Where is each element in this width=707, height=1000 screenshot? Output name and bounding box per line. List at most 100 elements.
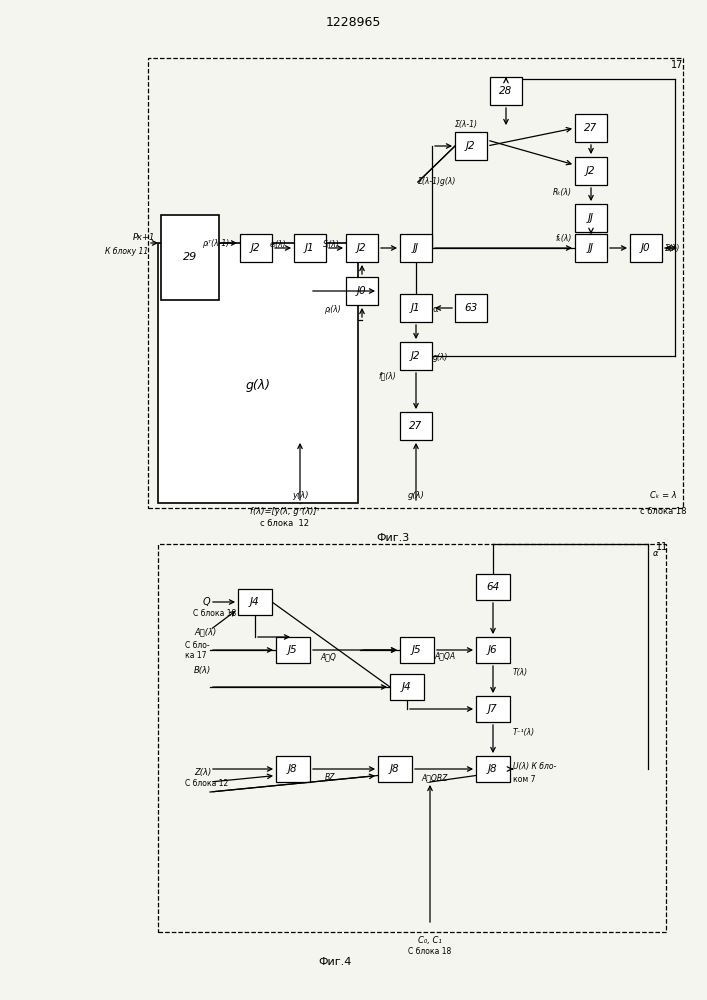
Text: J0: J0: [357, 286, 367, 296]
Text: ρᵢᵀ(λ-1): ρᵢᵀ(λ-1): [203, 239, 230, 248]
Text: J6: J6: [489, 645, 498, 655]
Text: 29: 29: [183, 252, 197, 262]
Bar: [276, 756, 310, 782]
Text: J2: J2: [586, 166, 596, 176]
Bar: [455, 132, 487, 160]
Bar: [630, 234, 662, 262]
Text: J5: J5: [288, 645, 298, 655]
Text: 11: 11: [656, 542, 668, 552]
Bar: [575, 157, 607, 185]
Text: J2: J2: [411, 351, 421, 361]
Text: J8: J8: [288, 764, 298, 774]
Text: ка 17: ка 17: [185, 652, 206, 660]
Bar: [378, 756, 412, 782]
Text: J8: J8: [390, 764, 400, 774]
Text: T⁻¹(λ): T⁻¹(λ): [513, 728, 535, 736]
Text: Rₖ(λ): Rₖ(λ): [553, 188, 572, 196]
Text: g(λ): g(λ): [407, 491, 424, 500]
Bar: [158, 544, 666, 932]
Text: J5: J5: [412, 645, 422, 655]
Bar: [148, 58, 683, 508]
Text: C₀, C₁: C₀, C₁: [418, 936, 442, 944]
Bar: [400, 294, 432, 322]
Text: 64: 64: [486, 582, 500, 592]
Bar: [294, 234, 326, 262]
Text: К блоку 11: К блоку 11: [105, 247, 148, 256]
Text: J1: J1: [411, 303, 421, 313]
Text: JJ: JJ: [588, 243, 594, 253]
Bar: [346, 277, 378, 305]
Text: Σ(λ-1): Σ(λ-1): [455, 120, 478, 129]
Bar: [455, 294, 487, 322]
Bar: [476, 637, 510, 663]
Text: A᷊QA: A᷊QA: [435, 652, 456, 660]
Text: J1: J1: [305, 243, 315, 253]
Bar: [158, 243, 358, 503]
Text: Рк+1: Рк+1: [133, 232, 155, 241]
Text: Q: Q: [202, 597, 210, 607]
Text: J0: J0: [641, 243, 651, 253]
Text: Σ(λ-1)g(λ): Σ(λ-1)g(λ): [418, 178, 457, 186]
Text: J2: J2: [357, 243, 367, 253]
Text: T(λ): T(λ): [513, 668, 528, 676]
Bar: [400, 412, 432, 440]
Text: J2: J2: [466, 141, 476, 151]
Text: eᵢ(λ): eᵢ(λ): [269, 239, 286, 248]
Text: U(λ) К бло-: U(λ) К бло-: [513, 762, 556, 772]
Text: Z(λ): Z(λ): [194, 768, 211, 776]
Bar: [161, 215, 219, 300]
Bar: [346, 234, 378, 262]
Bar: [575, 114, 607, 142]
Bar: [240, 234, 272, 262]
Text: 27: 27: [409, 421, 423, 431]
Bar: [400, 342, 432, 370]
Text: ρⱼ(λ): ρⱼ(λ): [325, 306, 342, 314]
Text: fₖ(λ): fₖ(λ): [556, 233, 572, 242]
Text: JJ: JJ: [413, 243, 419, 253]
Text: Фиг.3: Фиг.3: [376, 533, 409, 543]
Bar: [400, 234, 432, 262]
Text: α: α: [653, 550, 658, 558]
Text: BZ: BZ: [325, 774, 335, 782]
Text: Σ(λ): Σ(λ): [665, 243, 680, 252]
Text: J4: J4: [402, 682, 411, 692]
Text: A᷊Q: A᷊Q: [320, 652, 336, 662]
Bar: [276, 637, 310, 663]
Text: B(λ): B(λ): [194, 666, 211, 674]
Text: 28: 28: [499, 86, 513, 96]
Bar: [575, 234, 607, 262]
Bar: [476, 696, 510, 722]
Text: J7: J7: [489, 704, 498, 714]
Text: Cₖ = λ: Cₖ = λ: [650, 491, 677, 500]
Text: С блока 18: С блока 18: [409, 946, 452, 956]
Text: С блока 18: С блока 18: [193, 609, 236, 618]
Text: J8: J8: [489, 764, 498, 774]
Text: С блока 12: С блока 12: [185, 780, 228, 788]
Text: JJ: JJ: [588, 213, 594, 223]
Text: J4: J4: [250, 597, 259, 607]
Text: 63: 63: [464, 303, 478, 313]
Bar: [476, 574, 510, 600]
Text: 27: 27: [585, 123, 597, 133]
Text: с блока  12: с блока 12: [260, 520, 310, 528]
Text: J2: J2: [251, 243, 261, 253]
Text: A᷊(λ): A᷊(λ): [194, 628, 216, 637]
Text: Sⱼ(λ): Sⱼ(λ): [323, 239, 340, 248]
Text: ком 7: ком 7: [513, 774, 535, 784]
Bar: [238, 589, 272, 615]
Text: f᷊(λ): f᷊(λ): [378, 371, 396, 380]
Text: с блока 18: с блока 18: [640, 508, 686, 516]
Text: 1228965: 1228965: [325, 15, 380, 28]
Text: 17: 17: [671, 60, 683, 70]
Bar: [490, 77, 522, 105]
Text: y(λ): y(λ): [292, 491, 308, 500]
Bar: [400, 637, 434, 663]
Bar: [575, 204, 607, 232]
Text: α: α: [433, 304, 438, 314]
Text: g(λ): g(λ): [433, 353, 448, 361]
Bar: [476, 756, 510, 782]
Text: g(λ): g(λ): [245, 378, 271, 391]
Text: f(λ)=[y(λ, gᵀ(λ)]ᵀ: f(λ)=[y(λ, gᵀ(λ)]ᵀ: [250, 508, 320, 516]
Text: С бло-: С бло-: [185, 642, 209, 650]
Text: A᷊QBZ: A᷊QBZ: [421, 774, 448, 782]
